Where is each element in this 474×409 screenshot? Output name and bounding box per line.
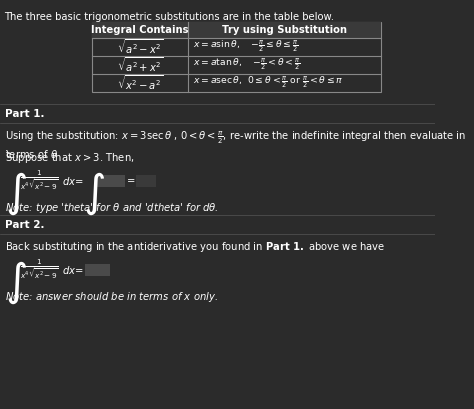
- Text: Part 1.: Part 1.: [5, 109, 44, 119]
- Text: .: .: [5, 143, 8, 153]
- Text: $x = a\tan\theta$,    $-\frac{\pi}{2} < \theta < \frac{\pi}{2}$: $x = a\tan\theta$, $-\frac{\pi}{2} < \th…: [193, 57, 300, 73]
- Text: Note: type 'theta' for $\theta$ and 'dtheta' for $d\theta$.: Note: type 'theta' for $\theta$ and 'dth…: [5, 201, 219, 215]
- Text: $=$: $=$: [73, 175, 85, 185]
- Text: $=$: $=$: [73, 264, 85, 274]
- Text: $x = a\sec\theta$,  $0 \leq \theta < \frac{\pi}{2}$ or $\frac{\pi}{2} < \theta \: $x = a\sec\theta$, $0 \leq \theta < \fra…: [193, 75, 344, 91]
- FancyBboxPatch shape: [136, 175, 156, 187]
- Text: $dx$: $dx$: [63, 264, 77, 276]
- Text: $\sqrt{a^2 - x^2}$: $\sqrt{a^2 - x^2}$: [117, 38, 164, 56]
- Text: Note: answer should be in terms of $x$ only.: Note: answer should be in terms of $x$ o…: [5, 290, 218, 304]
- FancyBboxPatch shape: [92, 22, 381, 38]
- Text: Try using Substitution: Try using Substitution: [222, 25, 347, 35]
- FancyBboxPatch shape: [84, 264, 110, 276]
- Text: $dx$: $dx$: [63, 175, 77, 187]
- Text: $\int$: $\int$: [82, 171, 105, 218]
- Text: $\frac{1}{x^4\sqrt{x^2-9}}$: $\frac{1}{x^4\sqrt{x^2-9}}$: [20, 169, 59, 192]
- Text: The three basic trigonometric substitutions are in the table below.: The three basic trigonometric substituti…: [5, 12, 335, 22]
- Text: Part 2.: Part 2.: [5, 220, 44, 230]
- FancyBboxPatch shape: [97, 175, 125, 187]
- Text: $x = a\sin\theta$,    $-\frac{\pi}{2} \leq \theta \leq \frac{\pi}{2}$: $x = a\sin\theta$, $-\frac{\pi}{2} \leq …: [193, 39, 298, 55]
- Text: $\int$: $\int$: [5, 171, 27, 218]
- Text: Suppose that $x > 3$. Then,: Suppose that $x > 3$. Then,: [5, 151, 134, 165]
- Text: =: =: [127, 176, 135, 186]
- Text: $\sqrt{x^2 - a^2}$: $\sqrt{x^2 - a^2}$: [117, 74, 164, 92]
- Text: Integral Contains: Integral Contains: [91, 25, 189, 35]
- Text: $\frac{1}{x^4\sqrt{x^2-9}}$: $\frac{1}{x^4\sqrt{x^2-9}}$: [20, 258, 59, 281]
- Text: Using the substitution: $x = 3\sec\theta$ , $0 < \theta < \frac{\pi}{2}$, re-wri: Using the substitution: $x = 3\sec\theta…: [5, 129, 465, 160]
- Text: Back substituting in the antiderivative you found in $\mathbf{Part\ 1.}$ above w: Back substituting in the antiderivative …: [5, 240, 385, 254]
- Text: $\int$: $\int$: [5, 260, 27, 306]
- Text: $\sqrt{a^2 + x^2}$: $\sqrt{a^2 + x^2}$: [117, 56, 164, 74]
